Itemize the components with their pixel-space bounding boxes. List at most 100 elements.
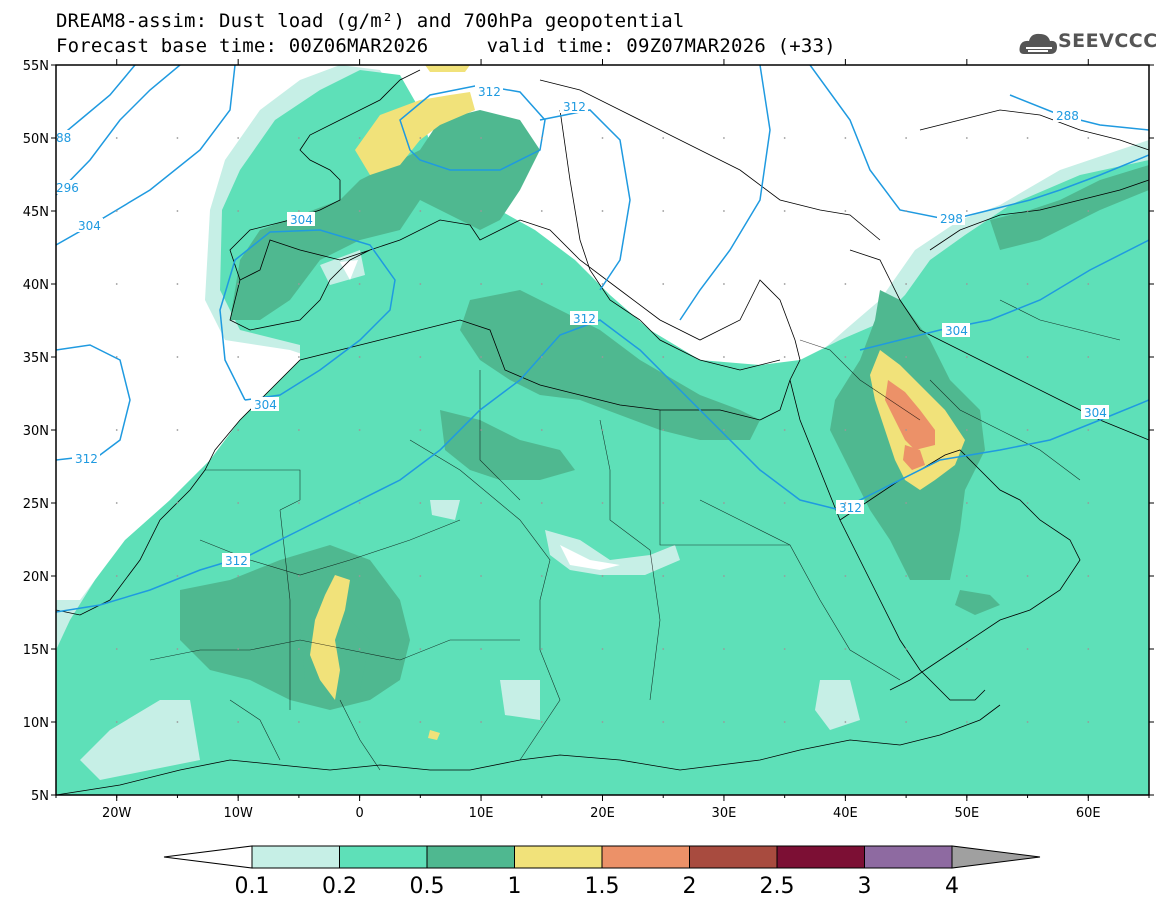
grid-dot	[540, 283, 543, 285]
grid-dot	[601, 721, 604, 723]
grid-dot	[905, 502, 908, 504]
grid-dot	[115, 648, 118, 650]
grid-dot	[723, 356, 725, 358]
lat-label: 45N	[23, 205, 49, 220]
grid-dot	[844, 575, 847, 577]
grid-dot	[115, 429, 118, 431]
grid-dot	[540, 356, 543, 358]
grid-dot	[662, 210, 665, 212]
grid-dot	[723, 210, 725, 212]
grid-dot	[1087, 283, 1090, 285]
grid-dot	[176, 429, 179, 431]
grid-dot	[237, 502, 240, 504]
colorbar-segment	[339, 845, 428, 869]
contour-label: 304	[254, 398, 277, 412]
grid-dot	[358, 283, 361, 285]
grid-dot	[965, 721, 968, 723]
grid-dot	[176, 137, 179, 139]
grid-dot	[905, 283, 908, 285]
grid-dot	[1026, 721, 1029, 723]
lon-label: 40E	[833, 806, 858, 821]
grid-dot	[540, 502, 543, 504]
grid-dot	[480, 429, 482, 431]
contour-label: 312	[225, 554, 248, 568]
lon-label: 0	[355, 806, 363, 821]
grid-dot	[297, 575, 300, 577]
grid-dot	[1026, 648, 1029, 650]
grid-dot	[723, 137, 725, 139]
colorbar-segment	[601, 845, 690, 869]
grid-dot	[844, 502, 847, 504]
grid-dot	[905, 721, 908, 723]
grid-dot	[662, 429, 665, 431]
grid-dot	[419, 502, 422, 504]
grid-dot	[419, 721, 422, 723]
grid-dot	[358, 210, 361, 212]
grid-dot	[783, 502, 786, 504]
lat-label: 50N	[23, 132, 49, 147]
grid-dot	[601, 283, 604, 285]
grid-dot	[844, 210, 847, 212]
grid-dot	[297, 356, 300, 358]
country-borders	[149, 299, 1121, 771]
grid-dot	[783, 283, 786, 285]
grid-dot	[1087, 137, 1090, 139]
grid-dot	[297, 210, 300, 212]
grid-dot	[783, 137, 786, 139]
grid-dot	[965, 283, 968, 285]
contour-labels: 312 312 288 88 296 304 304 304 304 312 3…	[56, 84, 1109, 568]
grid-dot	[601, 137, 604, 139]
grid-dot	[783, 356, 786, 358]
colorbar-under-triangle	[163, 845, 253, 869]
grid-dot	[176, 575, 179, 577]
colorbar-tick-label: 1.5	[585, 874, 620, 899]
grid-dot	[601, 575, 604, 577]
grid-dot	[965, 575, 968, 577]
cloud-logo-icon	[1019, 33, 1057, 54]
contour-label: 312	[563, 100, 586, 114]
grid-dot	[480, 721, 482, 723]
grid-dot	[419, 137, 422, 139]
colorbar-segment	[864, 845, 953, 869]
grid-dot	[601, 502, 604, 504]
lon-label: 60E	[1076, 806, 1101, 821]
colorbar-tick-label: 4	[945, 874, 959, 899]
grid-dot	[297, 648, 300, 650]
contour-label: 304	[78, 219, 101, 233]
contour-label: 288	[1056, 109, 1079, 123]
lat-label: 20N	[23, 570, 49, 585]
grid-dot	[1087, 356, 1090, 358]
grid-dot	[358, 648, 361, 650]
lat-label: 25N	[23, 497, 49, 512]
grid-dot	[905, 575, 908, 577]
lon-label: 50E	[954, 806, 979, 821]
grid-dot	[1026, 210, 1029, 212]
grid-dot	[358, 356, 361, 358]
grid-dot	[480, 137, 482, 139]
grid-dot	[480, 575, 482, 577]
grid-dot	[844, 356, 847, 358]
grid-dot	[480, 283, 482, 285]
grid-dot	[115, 356, 118, 358]
grid-dot	[297, 283, 300, 285]
grid-dot	[783, 210, 786, 212]
grid-dot	[176, 356, 179, 358]
colorbar-legend: 0.1 0.2 0.5 1 1.5 2 2.5 3 4	[163, 845, 1041, 899]
lat-label: 30N	[23, 424, 49, 439]
colorbar-tick-label: 1	[508, 874, 522, 899]
grid-dot	[419, 429, 422, 431]
grid-dot	[176, 648, 179, 650]
grid-dot	[723, 575, 725, 577]
grid-dot	[905, 429, 908, 431]
lon-label: 10E	[469, 806, 494, 821]
colorbar-over-triangle	[951, 845, 1041, 869]
grid-dot	[1087, 648, 1090, 650]
grid-dot	[662, 502, 665, 504]
grid-dot	[662, 575, 665, 577]
grid-dot	[297, 137, 300, 139]
grid-dot	[965, 356, 968, 358]
grid-dot	[844, 648, 847, 650]
grid-dot	[723, 648, 725, 650]
coastlines	[56, 69, 1149, 795]
